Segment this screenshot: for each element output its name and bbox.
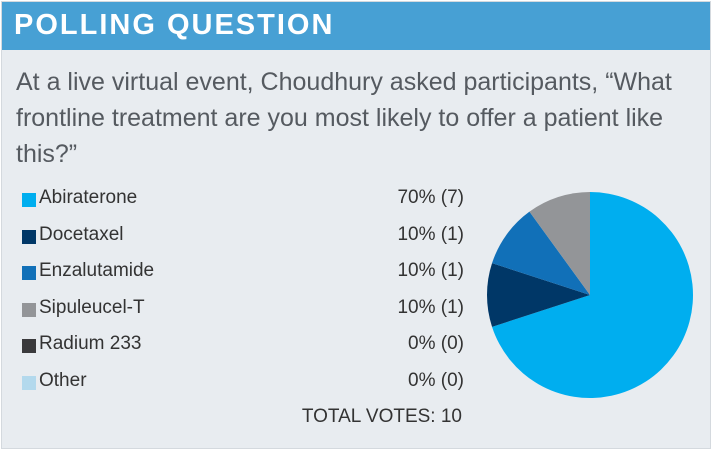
legend-swatch: [22, 339, 36, 354]
legend-swatch: [22, 229, 36, 244]
legend-value: 10% (1): [397, 296, 464, 318]
legend-item: Other 0% (0): [2, 368, 472, 398]
pie-slice-abiraterone: [492, 192, 693, 399]
legend-value: 0% (0): [408, 333, 464, 355]
legend-item: Sipuleucel-T 10% (1): [2, 295, 472, 325]
pie-slice-enzalutamide: [492, 211, 590, 295]
legend-value: 70% (7): [397, 187, 464, 208]
legend-label: Enzalutamide: [39, 260, 155, 282]
legend-swatch: [22, 266, 36, 281]
legend-label: Sipuleucel-T: [39, 296, 145, 318]
legend-swatch: [22, 376, 36, 390]
pie-slice-sipuleucel-t: [529, 192, 590, 295]
pie-slice-docetaxel: [487, 263, 590, 327]
legend-swatch: [22, 193, 36, 207]
legend-value: 10% (1): [397, 260, 464, 282]
legend-value: 10% (1): [397, 223, 464, 245]
legend-swatch: [22, 302, 36, 317]
legend-item: Enzalutamide 10% (1): [2, 258, 472, 288]
header-title: POLLING QUESTION: [14, 9, 335, 41]
legend-label: Radium 233: [39, 333, 142, 355]
question-text: At a live virtual event, Choudhury asked…: [16, 68, 672, 168]
total-votes: TOTAL VOTES: 10: [301, 406, 462, 427]
legend-item: Docetaxel 10% (1): [2, 222, 472, 252]
legend-label: Abiraterone: [39, 187, 138, 208]
legend-label: Other: [39, 370, 87, 391]
legend-label: Docetaxel: [39, 223, 124, 245]
legend-item: Radium 233 0% (0): [2, 331, 472, 361]
legend-item: Abiraterone 70% (7): [2, 185, 472, 215]
header-bar: POLLING QUESTION: [2, 2, 710, 50]
legend-value: 0% (0): [408, 370, 464, 391]
